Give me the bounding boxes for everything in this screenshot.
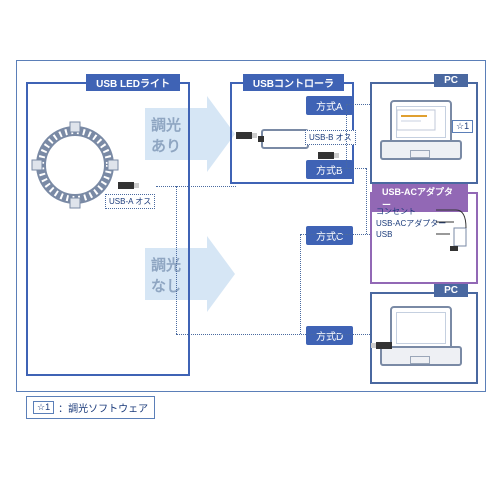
- cable-plug-icon: [376, 342, 392, 349]
- connector: [366, 168, 367, 234]
- cable-plug-icon: [236, 132, 252, 139]
- connector: [300, 234, 346, 235]
- box-title: PC: [434, 284, 468, 297]
- connector: [176, 186, 177, 334]
- controller-device-icon: [258, 126, 312, 152]
- legend-text: ：調光ソフトウェア: [58, 400, 148, 415]
- adapter-line-usb: USB: [376, 230, 392, 239]
- cable-plug-icon: [318, 152, 334, 159]
- connector: [346, 234, 370, 235]
- port-usb-a: USB-A オス: [105, 194, 155, 209]
- diagram-canvas: 調光 あり 調光 なし USB LEDライト USB-A オス USBコントロー…: [0, 0, 500, 500]
- ac-adapter-icon: [436, 206, 470, 266]
- port-usb-b: USB-B オス: [305, 130, 356, 145]
- star-ref: ☆1: [452, 120, 473, 133]
- connector: [176, 334, 370, 335]
- connector: [346, 104, 347, 168]
- badge-method-c: 方式C: [306, 226, 353, 245]
- box-title: USB LEDライト: [86, 74, 180, 91]
- connector: [336, 168, 366, 169]
- connector: [300, 234, 301, 334]
- pc1-dialog-icon: [397, 110, 435, 130]
- cable-plug-icon: [118, 182, 134, 189]
- legend-mark: ☆1: [33, 401, 54, 414]
- connector: [346, 104, 370, 105]
- adapter-line-outlet: コンセント: [376, 206, 416, 217]
- box-title: PC: [434, 74, 468, 87]
- box-title: USBコントローラ: [243, 74, 344, 91]
- legend: ☆1 ：調光ソフトウェア: [26, 396, 155, 419]
- connector: [156, 186, 236, 187]
- badge-method-d: 方式D: [306, 326, 353, 345]
